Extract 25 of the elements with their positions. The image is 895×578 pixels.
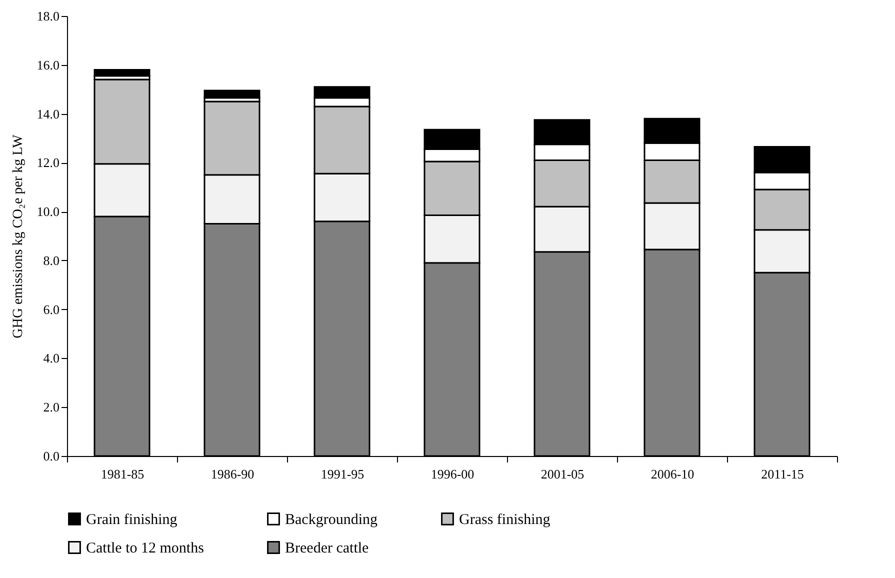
- legend-label: Grain finishing: [86, 512, 178, 528]
- y-tick-label: 14.0: [36, 106, 60, 122]
- x-tick-label: 2006-10: [650, 466, 694, 482]
- bar: [94, 69, 150, 77]
- y-axis-title: GHG emissions kg CO₂e per kg LW: [10, 134, 26, 338]
- legend-label: Breeder cattle: [285, 540, 370, 556]
- legend-label: Grass finishing: [459, 512, 551, 528]
- x-tick-label: 1996-00: [430, 466, 474, 482]
- x-tick-label: 1991-95: [320, 466, 364, 482]
- y-tick-label: 6.0: [43, 302, 60, 317]
- y-tick-label: 10.0: [36, 204, 60, 220]
- x-tick-label: 1981-85: [100, 466, 144, 482]
- x-tick-label: 1986-90: [210, 466, 254, 482]
- y-tick-label: 4.0: [43, 350, 60, 366]
- y-tick-label: 2.0: [43, 400, 60, 415]
- y-tick-label: 16.0: [36, 57, 60, 72]
- y-tick-label: 12.0: [36, 155, 60, 170]
- legend-label: Backgrounding: [285, 512, 378, 528]
- y-tick-label: 0.0: [43, 448, 60, 464]
- bar: [204, 90, 260, 99]
- x-tick-label: 2001-05: [540, 466, 584, 482]
- y-tick-label: 18.0: [36, 8, 60, 24]
- legend-label: Cattle to 12 months: [86, 540, 204, 556]
- x-tick-label: 2011-15: [761, 466, 804, 482]
- y-tick-label: 8.0: [43, 252, 60, 268]
